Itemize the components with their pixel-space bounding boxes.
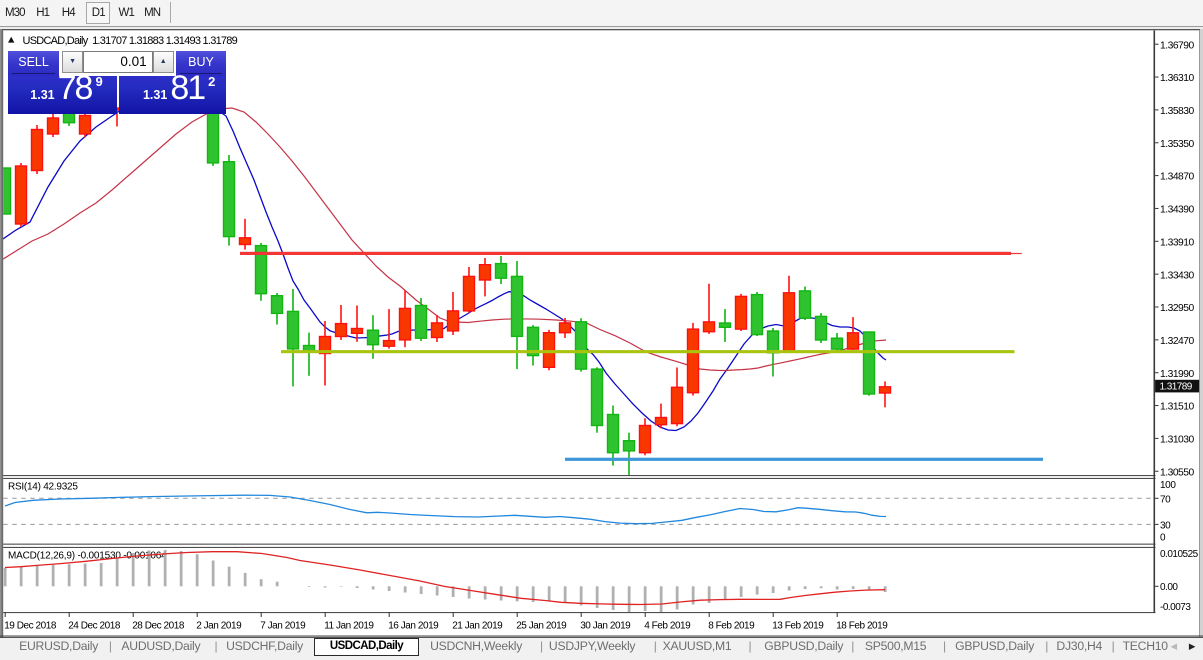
- svg-text:1.36790: 1.36790: [1160, 40, 1194, 51]
- svg-text:70: 70: [1160, 495, 1171, 506]
- svg-text:USDCAD,Daily 1.31707 1.31883: USDCAD,Daily 1.31707 1.31883 1.31493 1.3…: [23, 35, 238, 47]
- svg-text:0: 0: [1160, 532, 1166, 543]
- svg-text:1.30550: 1.30550: [1160, 467, 1194, 478]
- svg-text:1.36310: 1.36310: [1160, 73, 1194, 84]
- svg-text:1.33910: 1.33910: [1160, 237, 1194, 248]
- svg-text:30 Jan 2019: 30 Jan 2019: [580, 621, 631, 632]
- svg-text:25 Jan 2019: 25 Jan 2019: [516, 621, 567, 632]
- svg-text:-0.0073: -0.0073: [1160, 602, 1191, 613]
- svg-text:30: 30: [1160, 520, 1171, 531]
- svg-text:24 Dec 2018: 24 Dec 2018: [68, 621, 121, 632]
- svg-text:1.32950: 1.32950: [1160, 303, 1194, 314]
- svg-text:19 Dec 2018: 19 Dec 2018: [4, 621, 57, 632]
- svg-text:MACD(12,26,9) -0.001530 -0.001: MACD(12,26,9) -0.001530 -0.001064: [8, 551, 167, 562]
- svg-text:4 Feb 2019: 4 Feb 2019: [644, 621, 691, 632]
- svg-text:28 Dec 2018: 28 Dec 2018: [132, 621, 185, 632]
- svg-text:1.31990: 1.31990: [1160, 369, 1194, 380]
- svg-text:1.31030: 1.31030: [1160, 435, 1194, 446]
- svg-text:1.35830: 1.35830: [1160, 106, 1194, 117]
- svg-text:7 Jan 2019: 7 Jan 2019: [260, 621, 306, 632]
- svg-text:11 Jan 2019: 11 Jan 2019: [324, 621, 374, 632]
- svg-text:1.31789: 1.31789: [1160, 382, 1193, 393]
- svg-text:1.34870: 1.34870: [1160, 172, 1194, 183]
- svg-text:13 Feb 2019: 13 Feb 2019: [772, 621, 824, 632]
- svg-text:21 Jan 2019: 21 Jan 2019: [452, 621, 503, 632]
- svg-text:8 Feb 2019: 8 Feb 2019: [708, 621, 755, 632]
- svg-text:0.00: 0.00: [1160, 582, 1178, 593]
- svg-text:RSI(14) 42.9325: RSI(14) 42.9325: [8, 482, 78, 493]
- svg-text:1.32470: 1.32470: [1160, 336, 1194, 347]
- svg-text:18 Feb 2019: 18 Feb 2019: [836, 621, 888, 632]
- svg-text:16 Jan 2019: 16 Jan 2019: [388, 621, 439, 632]
- svg-text:2 Jan 2019: 2 Jan 2019: [196, 621, 242, 632]
- svg-text:1.31510: 1.31510: [1160, 402, 1194, 413]
- svg-text:1.35350: 1.35350: [1160, 139, 1194, 150]
- svg-text:0.010525: 0.010525: [1160, 549, 1199, 560]
- svg-text:1.33430: 1.33430: [1160, 270, 1194, 281]
- svg-text:1.34390: 1.34390: [1160, 205, 1194, 216]
- svg-text:100: 100: [1160, 480, 1176, 491]
